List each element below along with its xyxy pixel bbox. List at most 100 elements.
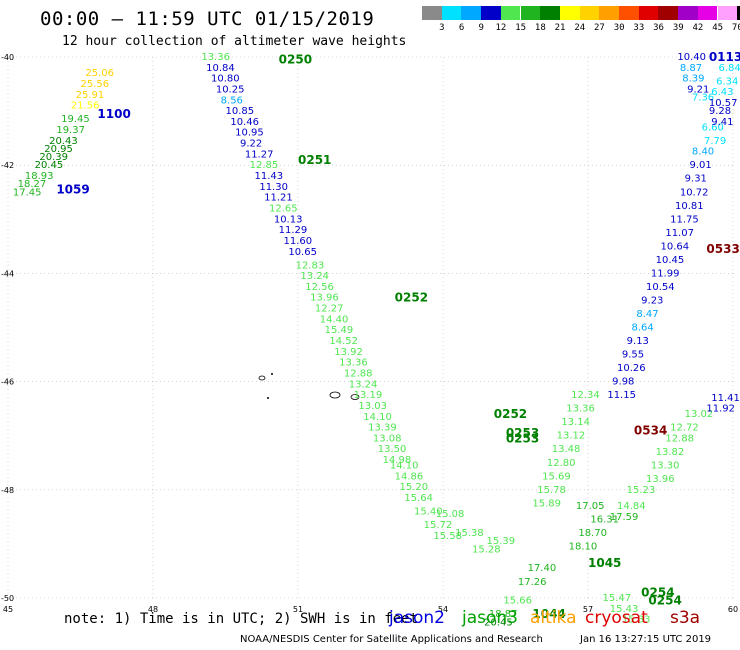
swh-value-label: 15.69 xyxy=(542,471,571,482)
swh-value-label: 8.40 xyxy=(692,147,714,158)
island-outlines xyxy=(258,373,360,400)
island-shape xyxy=(350,394,360,400)
legend-jason2: jason2 xyxy=(389,608,445,628)
color-scale-label: 15 xyxy=(515,23,527,33)
legend-altika: altika xyxy=(530,608,577,628)
swh-value-label: 13.96 xyxy=(646,474,675,485)
swh-value-label: 15.49 xyxy=(325,325,354,336)
swh-value-label: 20.45 xyxy=(35,160,64,171)
color-swatch xyxy=(579,6,600,20)
swh-value-label: 17.26 xyxy=(518,577,547,588)
swh-value-label: 15.66 xyxy=(503,596,532,607)
swh-value-label: 20.95 xyxy=(44,144,73,155)
time-tag-label: 0254 xyxy=(648,594,681,608)
swh-value-label: 15.23 xyxy=(627,485,656,496)
swh-value-label: 19.45 xyxy=(61,114,90,125)
swh-value-label: 13.12 xyxy=(557,431,586,442)
swh-value-label: 19.37 xyxy=(56,125,85,136)
color-scale-label: 36 xyxy=(653,23,664,33)
color-swatch xyxy=(638,6,659,20)
swh-value-label: 13.36 xyxy=(201,52,230,63)
swh-value-label: 21.56 xyxy=(71,101,100,112)
time-tag-label: 1059 xyxy=(56,183,89,197)
swh-value-label: 25.91 xyxy=(76,90,105,101)
swh-value-label: 15.89 xyxy=(532,498,561,509)
time-tag-label: 0254 xyxy=(641,586,674,600)
footer-note: note: 1) Time is in UTC; 2) SWH is in fe… xyxy=(64,611,419,627)
lon-tick-label: 57 xyxy=(583,605,593,614)
swh-value-label: 9.41 xyxy=(711,117,733,128)
swh-value-label: 17.05 xyxy=(576,501,605,512)
swh-value-label: 8.47 xyxy=(636,309,658,320)
swh-value-label: 11.07 xyxy=(665,228,694,239)
lon-tick-label: 60 xyxy=(728,605,738,614)
swh-value-label: 10.45 xyxy=(656,255,685,266)
swh-value-label: 15.47 xyxy=(603,593,632,604)
color-swatch xyxy=(658,6,679,20)
color-swatch xyxy=(520,6,541,20)
swh-value-label: 12.80 xyxy=(547,458,576,469)
swh-value-label: 8.64 xyxy=(632,323,654,334)
swh-value-label: 15.58 xyxy=(433,531,462,542)
time-tag-label: 1045 xyxy=(588,556,621,570)
track-data-layer: 13.3610.8410.8010.258.5610.8510.4610.959… xyxy=(13,52,740,628)
color-swatch xyxy=(422,6,442,20)
swh-value-label: 7.36 xyxy=(692,93,714,104)
swh-value-label: 8.39 xyxy=(682,74,704,85)
swh-value-label: 11.30 xyxy=(259,182,288,193)
swh-value-label: 7.79 xyxy=(704,136,726,147)
color-swatch xyxy=(619,6,639,20)
island-shape xyxy=(258,375,266,381)
color-scale-label: 33 xyxy=(633,23,645,33)
color-scale-label: 30 xyxy=(613,23,625,33)
time-tag-label: 0534 xyxy=(634,423,667,437)
swh-value-label: 11.99 xyxy=(651,268,680,279)
swh-value-label: 10.95 xyxy=(235,128,264,139)
swh-value-label: 13.14 xyxy=(561,417,590,428)
swh-value-label: 12.88 xyxy=(344,368,373,379)
swh-value-label: 10.13 xyxy=(274,214,303,225)
color-swatch xyxy=(717,6,738,20)
legend-s3a: s3a xyxy=(670,608,701,628)
swh-value-label: 9.31 xyxy=(685,174,707,185)
color-swatch xyxy=(678,6,698,20)
swh-value-label: 12.65 xyxy=(269,203,298,214)
swh-value-label: 13.19 xyxy=(354,390,383,401)
color-scale-label: 18 xyxy=(534,23,546,33)
lon-tick-label: 51 xyxy=(293,605,303,614)
swh-value-label: 18.70 xyxy=(578,528,607,539)
swh-value-label: 12.56 xyxy=(305,282,334,293)
color-swatch xyxy=(441,6,462,20)
color-swatch xyxy=(599,6,619,20)
swh-value-label: 10.57 xyxy=(709,98,738,109)
time-tag-label: 1044 xyxy=(532,607,565,621)
swh-value-label: 9.13 xyxy=(627,336,649,347)
swh-value-label: 15.43 xyxy=(610,604,639,615)
swh-value-label: 15.72 xyxy=(424,520,453,531)
swh-value-label: 10.85 xyxy=(226,106,255,117)
swh-value-label: 14.86 xyxy=(395,471,424,482)
swh-value-label: 9.01 xyxy=(690,160,712,171)
swh-value-label: 9.55 xyxy=(622,350,644,361)
color-scale-label: 12 xyxy=(495,23,507,33)
swh-value-label: 14.98 xyxy=(383,455,412,466)
swh-value-label: 9.22 xyxy=(240,139,262,150)
swh-value-label: 18.93 xyxy=(25,171,54,182)
swh-value-label: 6.43 xyxy=(711,87,733,98)
lat-tick-label: -44 xyxy=(1,269,14,278)
grid-lines xyxy=(7,56,734,599)
color-scale-label: 70 xyxy=(731,23,740,33)
swh-value-label: 11.27 xyxy=(245,149,274,160)
lat-tick-label: -42 xyxy=(1,161,14,170)
swh-value-label: 18.10 xyxy=(569,542,598,553)
swh-value-label: 6.60 xyxy=(702,122,724,133)
swh-value-label: 14.40 xyxy=(320,314,349,325)
swh-value-label: 14.10 xyxy=(363,412,392,423)
swh-value-label: 11.92 xyxy=(706,404,735,415)
swh-value-label: 11.41 xyxy=(711,393,740,404)
generated-timestamp: Jan 16 13:27:15 UTC 2019 xyxy=(580,634,712,645)
swh-value-label: 20.39 xyxy=(39,152,68,163)
swh-value-label: 10.64 xyxy=(661,241,690,252)
